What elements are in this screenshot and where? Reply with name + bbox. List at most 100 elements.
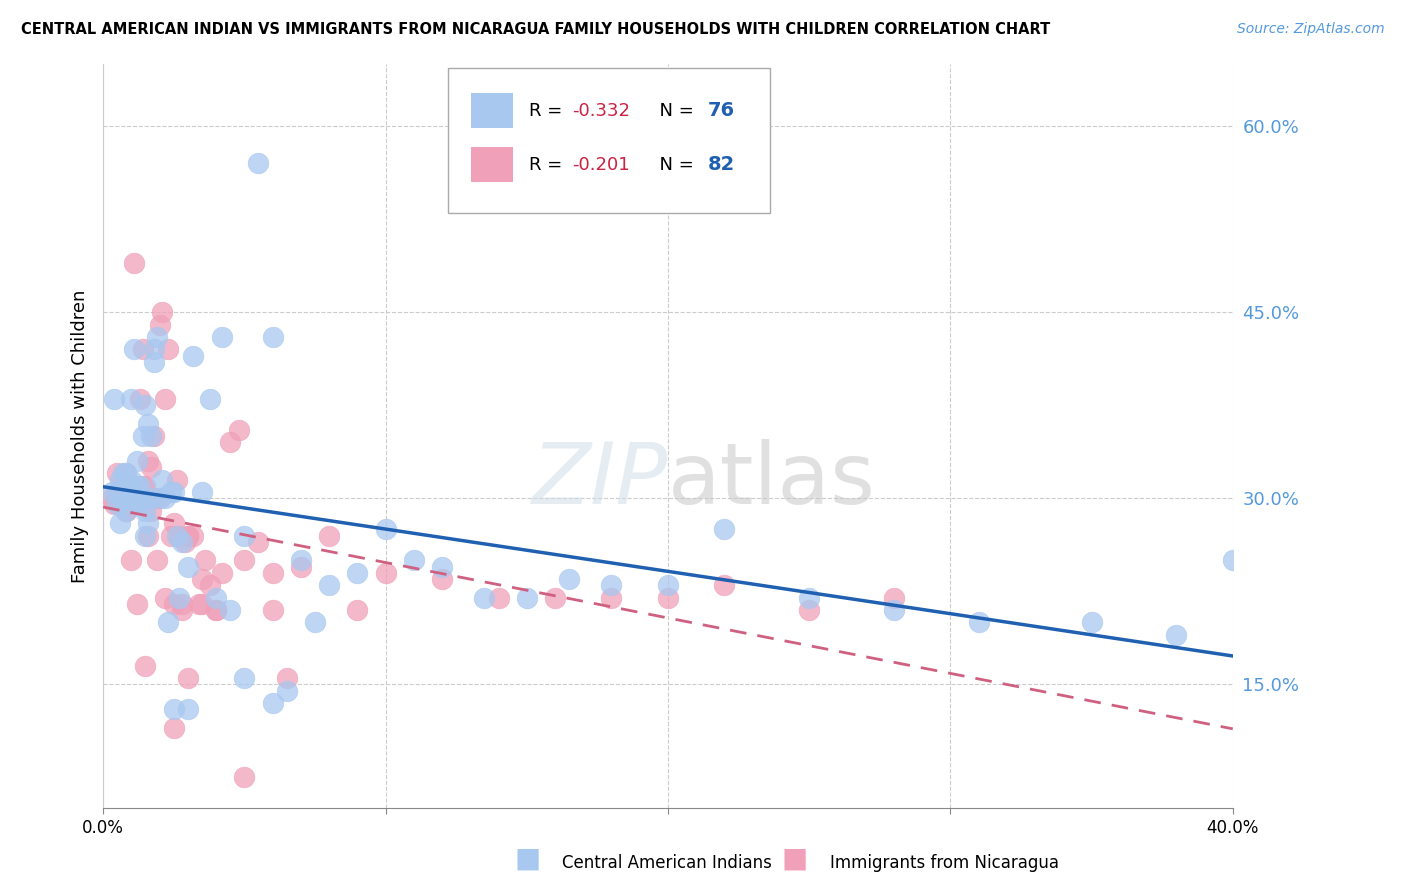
Point [228,423,250,437]
Text: -0.201: -0.201 [572,155,630,174]
Text: Immigrants from Nicaragua: Immigrants from Nicaragua [830,855,1059,872]
Point [122,343,145,357]
Point [205,603,228,617]
Point [120,392,142,406]
Point [134,479,156,493]
Point [211,566,233,580]
Point [111,467,134,481]
Point [160,485,183,500]
Point [105,491,128,506]
Point [163,485,186,500]
Point [149,318,172,332]
Point [883,603,905,617]
Point [797,603,820,617]
Point [346,603,368,617]
Point [402,553,425,567]
Point [114,467,136,481]
Point [143,355,166,369]
Point [125,597,148,611]
Point [105,467,128,481]
Point [200,392,222,406]
Point [374,522,396,536]
Point [120,553,142,567]
Point [191,572,214,586]
Point [600,578,623,592]
Point [262,330,284,344]
Point [100,491,122,506]
Point [883,591,905,605]
Y-axis label: Family Households with Children: Family Households with Children [72,290,89,583]
Point [134,491,156,506]
Point [177,528,200,542]
Point [544,591,567,605]
Point [134,504,156,518]
Point [205,591,228,605]
Point [131,491,153,506]
Point [374,566,396,580]
Point [276,683,298,698]
Point [163,516,186,530]
Point [139,460,162,475]
Point [276,671,298,685]
Point [262,696,284,710]
Point [346,566,368,580]
Point [166,528,188,542]
Point [108,473,131,487]
Point [131,479,153,493]
Point [205,603,228,617]
Point [430,572,453,586]
Text: CENTRAL AMERICAN INDIAN VS IMMIGRANTS FROM NICARAGUA FAMILY HOUSEHOLDS WITH CHIL: CENTRAL AMERICAN INDIAN VS IMMIGRANTS FR… [21,22,1050,37]
Text: 76: 76 [707,102,734,120]
Point [177,528,200,542]
Text: ■: ■ [782,845,807,872]
Point [200,578,222,592]
Text: Source: ZipAtlas.com: Source: ZipAtlas.com [1237,22,1385,37]
Point [152,473,174,487]
Point [558,572,581,586]
Point [117,498,139,512]
Point [125,485,148,500]
Point [657,578,679,592]
FancyBboxPatch shape [447,68,769,213]
Point [117,491,139,506]
Point [100,485,122,500]
Point [247,534,270,549]
FancyBboxPatch shape [471,147,513,182]
Point [157,615,180,630]
Point [146,553,169,567]
Point [120,485,142,500]
Point [713,522,735,536]
Point [128,491,150,506]
Point [516,591,538,605]
Point [152,305,174,319]
Point [172,603,194,617]
Point [183,528,205,542]
Point [117,491,139,506]
Point [122,491,145,506]
Point [194,553,217,567]
Point [120,479,142,493]
Point [122,498,145,512]
Point [157,343,180,357]
Point [128,491,150,506]
Point [233,528,256,542]
Point [143,343,166,357]
Point [430,559,453,574]
Point [105,485,128,500]
Point [166,473,188,487]
Text: N =: N = [648,155,699,174]
Point [262,566,284,580]
Point [128,392,150,406]
Point [149,491,172,506]
Point [122,255,145,269]
Point [600,591,623,605]
Point [713,578,735,592]
Point [125,479,148,493]
Point [290,559,312,574]
Point [136,516,159,530]
Point [318,528,340,542]
Point [1222,553,1244,567]
Point [114,467,136,481]
Point [136,454,159,468]
Point [105,498,128,512]
